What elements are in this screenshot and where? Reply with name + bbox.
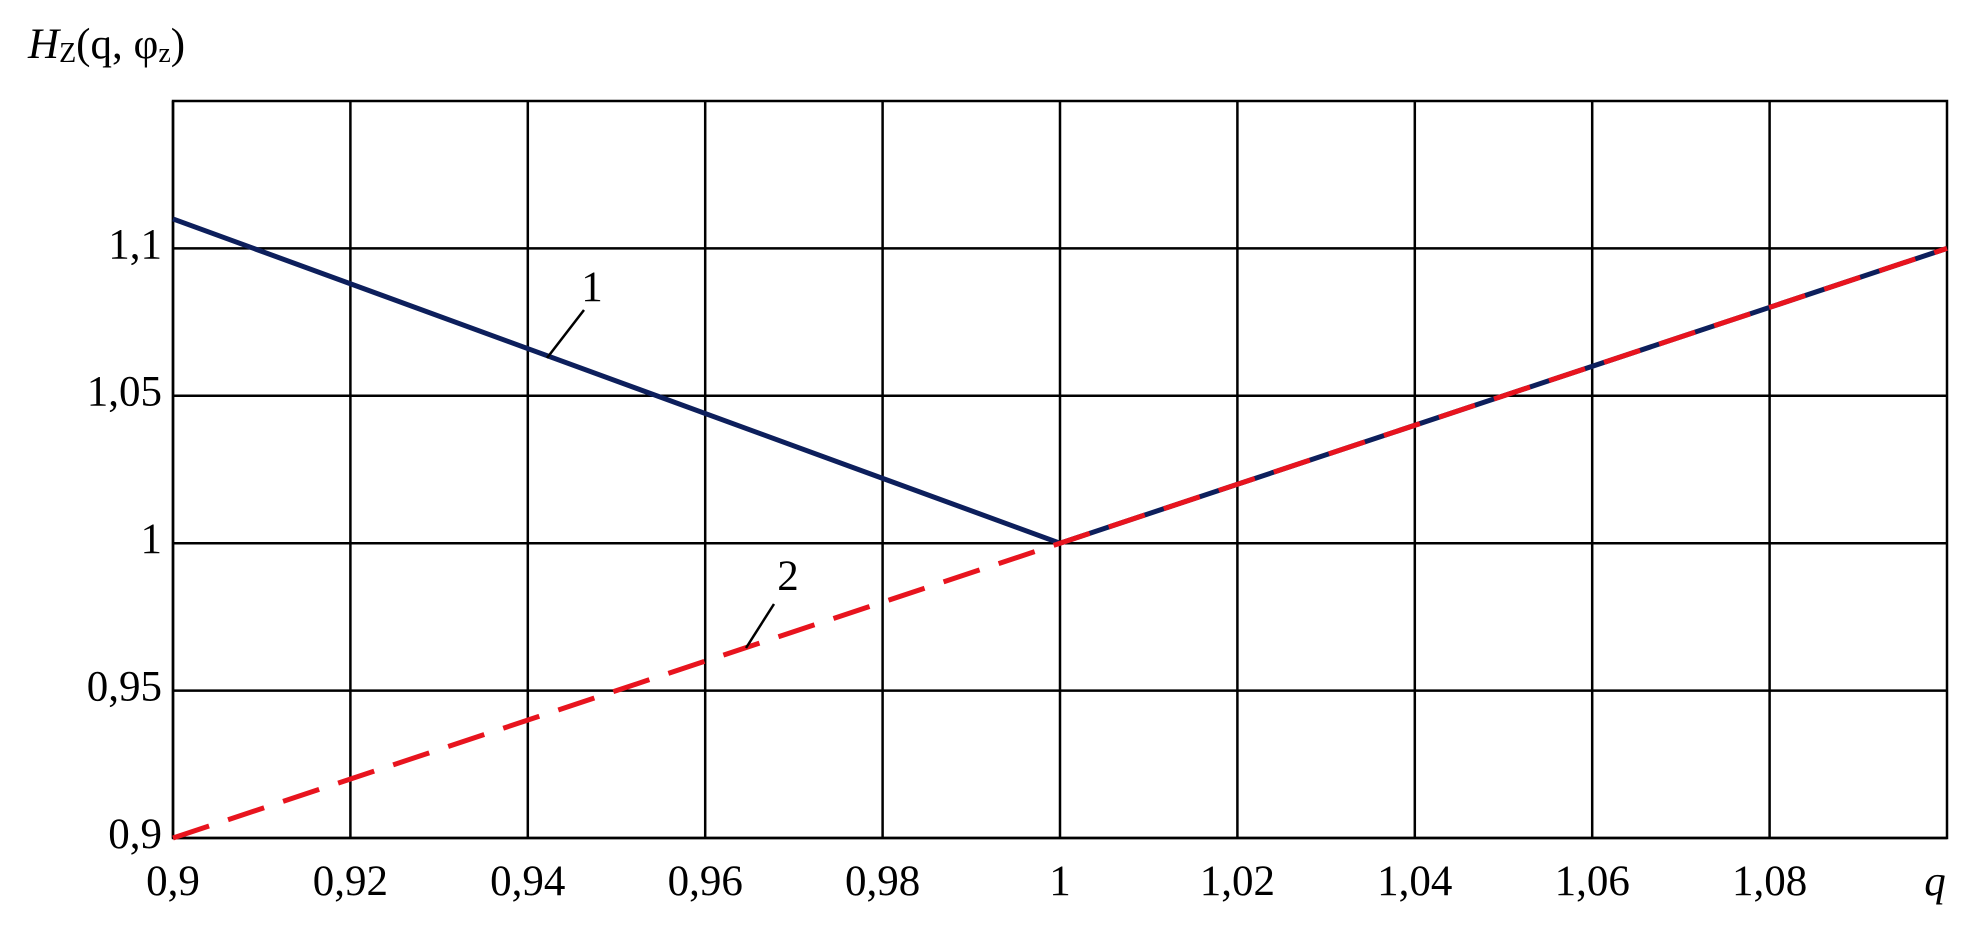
x-tick-label: 1 [1049, 858, 1071, 905]
y-tick-label: 1 [141, 516, 163, 563]
series-label: 1 [581, 264, 603, 311]
x-tick-label: 0,96 [668, 858, 743, 905]
x-tick-label: 1,04 [1377, 858, 1452, 905]
y-axis-label: HZ(q, φz) [27, 21, 185, 70]
x-tick-label: 1,06 [1555, 858, 1630, 905]
y-tick-label: 1,1 [108, 221, 162, 268]
x-tick-label: 1,02 [1200, 858, 1275, 905]
y-label-part: z [158, 38, 170, 69]
plot-frame [171, 99, 1949, 840]
x-axis-label: q [1924, 858, 1946, 905]
x-tick-label: 0,94 [490, 858, 565, 905]
x-tick-label: 0,98 [845, 858, 920, 905]
y-tick-label: 0,95 [87, 663, 162, 710]
y-tick-label: 1,05 [87, 369, 162, 416]
leader-line [546, 309, 585, 359]
leader-line [744, 603, 776, 649]
y-label-part: H [27, 21, 61, 68]
x-tick-label: 1,08 [1732, 858, 1807, 905]
series-line [172, 246, 1948, 841]
x-tick-label: 0,9 [146, 858, 200, 905]
y-tick-label: 0,9 [108, 811, 162, 858]
y-label-part: Z [59, 38, 76, 69]
series-label: 2 [777, 553, 799, 600]
x-tick-label: 0,92 [313, 858, 388, 905]
y-label-part: (q, φ [76, 21, 158, 68]
y-label-part: ) [171, 21, 185, 68]
